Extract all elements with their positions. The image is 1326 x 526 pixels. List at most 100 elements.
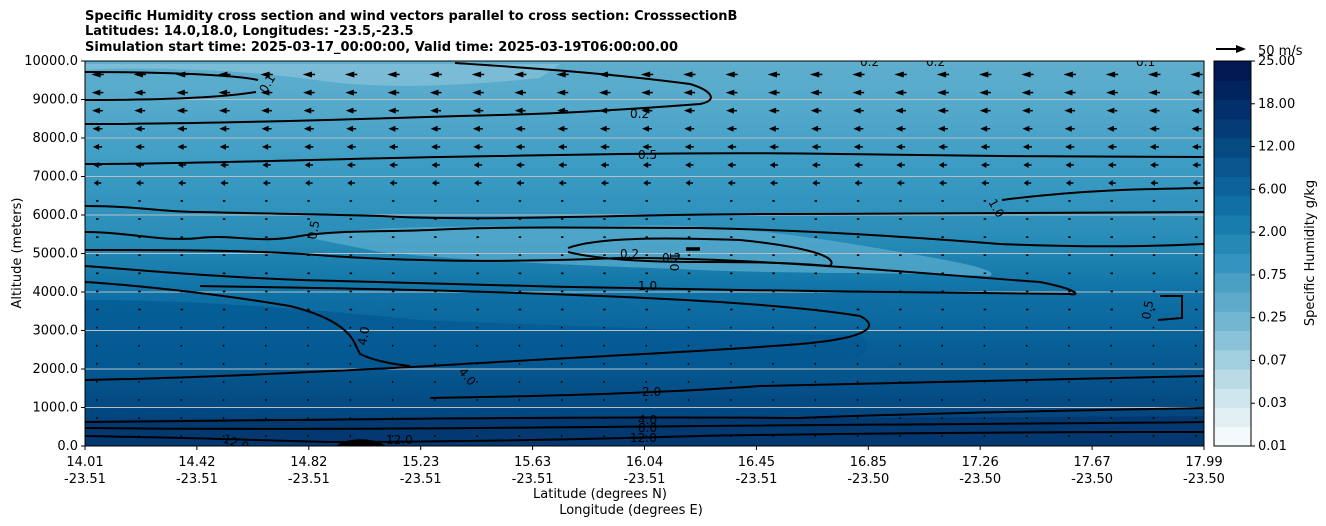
wind-vector (434, 254, 437, 257)
wind-vector (983, 218, 987, 220)
wind-vector (814, 417, 817, 419)
wind-vector (476, 362, 478, 365)
wind-vector (473, 161, 480, 168)
wind-vector (1152, 308, 1156, 311)
wind-vector (1025, 417, 1028, 419)
y-tick-label: 2000.0 (33, 362, 79, 377)
wind-vector (138, 381, 140, 383)
contour-2.0 (85, 285, 871, 381)
wind-vector (687, 362, 690, 365)
wind-vector (514, 89, 523, 96)
wind-vector (180, 236, 184, 238)
wind-vector (135, 161, 141, 168)
wind-vector (814, 290, 818, 293)
wind-vector (772, 272, 775, 275)
wind-vector (978, 71, 989, 78)
colorbar-band (1214, 61, 1251, 81)
dry-region-mid (300, 225, 992, 276)
contour-label-0.1-top-right: 0.1 (1136, 55, 1155, 69)
wind-vector (260, 71, 270, 78)
wind-vector (1025, 435, 1028, 437)
wind-vector (307, 236, 310, 238)
wind-vector (222, 381, 225, 383)
y-tick-label: 1000.0 (33, 401, 79, 416)
x-tick-label-lat: 17.26 (962, 455, 999, 470)
wind-vector (434, 200, 437, 202)
wind-vector (811, 161, 818, 168)
wind-vector (434, 399, 436, 401)
wind-vector (557, 107, 565, 114)
wind-vector (434, 435, 436, 437)
wind-vector (558, 161, 564, 168)
wind-vector (640, 71, 651, 78)
wind-vector (265, 326, 267, 329)
y-tick-label: 4000.0 (33, 285, 79, 300)
wind-vector (936, 71, 947, 78)
wind-vector (387, 107, 396, 114)
wind-vector (1068, 417, 1070, 419)
wind-vector (645, 290, 648, 293)
wind-vector (603, 326, 605, 329)
wind-vector (1068, 236, 1071, 238)
x-tick-label-lon: -23.51 (735, 472, 777, 487)
wind-vector (518, 218, 522, 220)
wind-vector (1025, 236, 1029, 238)
wind-vector (96, 362, 98, 365)
wind-vector (814, 399, 817, 401)
colorbar-frame (1213, 60, 1252, 447)
wind-vector (434, 290, 437, 293)
wind-vector (518, 344, 521, 347)
wind-vector (687, 254, 691, 257)
y-tick-label: 9000.0 (33, 93, 79, 108)
wind-vector (134, 125, 142, 132)
wind-vector (899, 435, 901, 437)
wind-vector (518, 417, 521, 419)
wind-vector (133, 71, 143, 78)
wind-vector (730, 435, 732, 437)
gridlines (85, 99, 1204, 408)
wind-vector (518, 435, 521, 437)
wind-vector (434, 272, 437, 275)
wind-vector (941, 236, 944, 238)
wind-vector (518, 381, 521, 383)
wind-vector (434, 417, 436, 419)
wind-vector (895, 107, 904, 114)
wind-vector (814, 344, 817, 347)
wind-vector (979, 89, 988, 96)
wind-vector (138, 290, 141, 293)
wind-vector (683, 89, 693, 96)
wind-vector (767, 71, 778, 78)
wind-vector (772, 308, 775, 311)
wind-vector (854, 161, 860, 168)
wind-vector (349, 272, 353, 275)
wind-vector (261, 143, 269, 150)
wind-vector (768, 89, 777, 96)
wind-vector (178, 180, 183, 187)
wind-vector (1148, 71, 1158, 78)
wind-vector (937, 125, 945, 132)
wind-vector (307, 272, 310, 275)
wind-vector (1190, 89, 1200, 96)
x-tick-label-lon: -23.50 (847, 472, 889, 487)
wind-vector (1068, 362, 1070, 365)
contour-label-0.5-mid: 0.5 (305, 219, 322, 240)
wind-vector (265, 399, 267, 401)
wind-vector (1191, 107, 1199, 114)
wind-vector (1152, 290, 1156, 293)
wind-vector (96, 417, 98, 419)
wind-vector (96, 344, 98, 347)
wind-vector (176, 107, 185, 114)
wind-vector (645, 435, 647, 437)
wind-vector (391, 381, 394, 383)
wind-vector (560, 435, 563, 437)
wind-vector (1105, 71, 1116, 78)
wind-vector (937, 89, 946, 96)
contour-0.5-upper (85, 152, 1204, 165)
wind-vector (1192, 180, 1198, 187)
wind-vector (814, 435, 817, 437)
wind-vector (770, 180, 775, 187)
wind-vector (434, 236, 437, 238)
wind-vector (222, 417, 225, 419)
wind-vector (852, 71, 862, 78)
